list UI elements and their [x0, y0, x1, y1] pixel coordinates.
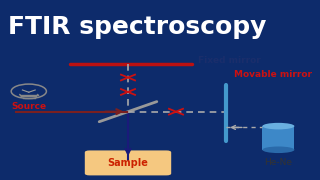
Ellipse shape [262, 147, 294, 153]
Text: Movable mirror: Movable mirror [234, 70, 312, 79]
Ellipse shape [262, 123, 294, 129]
Text: FTIR spectroscopy: FTIR spectroscopy [8, 15, 266, 39]
Text: Source: Source [11, 102, 46, 111]
Text: Fixed mirror: Fixed mirror [198, 56, 261, 65]
Bar [262, 126, 294, 150]
Text: He-Ne: He-Ne [264, 158, 292, 167]
FancyBboxPatch shape [85, 150, 171, 175]
Text: Sample: Sample [108, 158, 148, 168]
